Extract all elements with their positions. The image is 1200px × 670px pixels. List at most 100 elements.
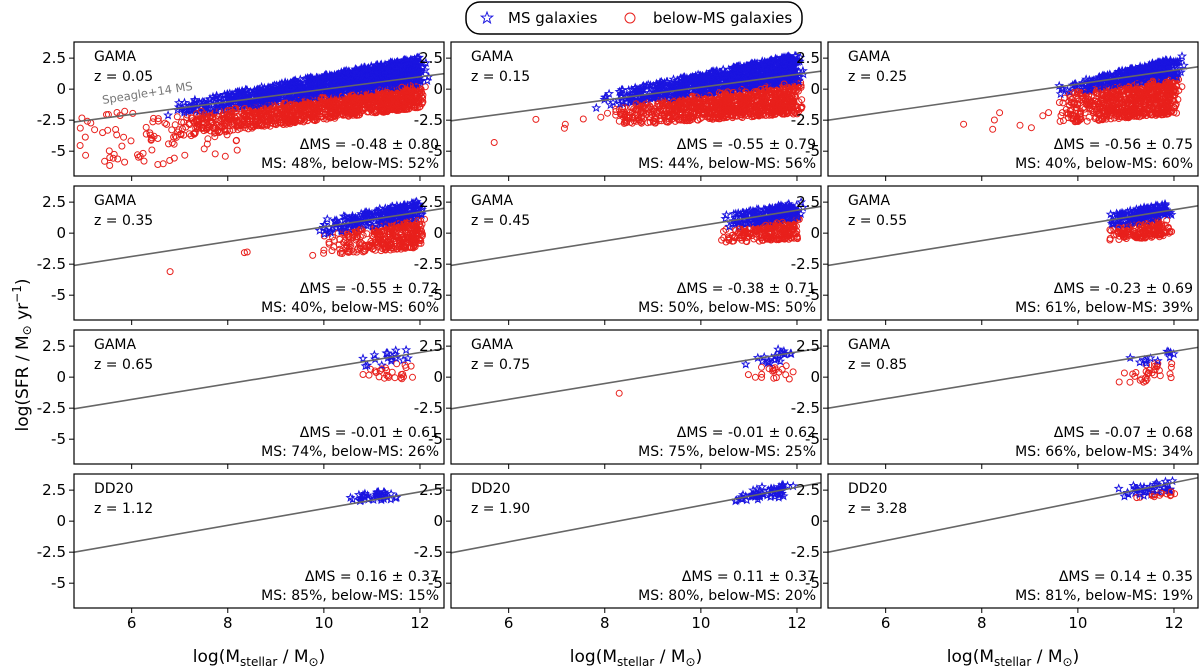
legend: MS galaxies below-MS galaxies xyxy=(465,1,803,35)
ms-galaxy-point xyxy=(703,77,714,87)
below-ms-galaxy-point xyxy=(154,115,162,123)
below-ms-galaxy-point xyxy=(227,106,234,114)
below-ms-galaxy-point xyxy=(785,89,793,96)
ms-galaxy-point xyxy=(288,76,299,86)
ms-galaxy-point xyxy=(788,74,799,85)
ms-galaxy-point xyxy=(337,73,348,84)
delta-ms-label: ΔMS = -0.55 ± 0.79 xyxy=(677,137,816,153)
ms-galaxy-point xyxy=(405,66,416,77)
below-ms-galaxy-point xyxy=(168,139,176,147)
below-ms-galaxy-point xyxy=(199,124,207,132)
below-ms-galaxy-point xyxy=(114,155,122,163)
ms-galaxy-point xyxy=(790,55,801,66)
below-ms-galaxy-point xyxy=(302,102,310,110)
below-ms-galaxy-point xyxy=(651,119,659,127)
below-ms-galaxy-point xyxy=(696,104,704,112)
ms-galaxy-point xyxy=(227,91,238,102)
below-ms-galaxy-point xyxy=(216,123,224,131)
ms-galaxy-point xyxy=(766,77,777,88)
below-ms-galaxy-point xyxy=(203,140,211,148)
ms-galaxy-point xyxy=(386,62,397,73)
ms-galaxy-point xyxy=(763,66,774,76)
ms-galaxy-point xyxy=(252,95,264,106)
ms-galaxy-point xyxy=(303,73,314,84)
ms-galaxy-point xyxy=(254,84,265,94)
ms-galaxy-point xyxy=(358,81,369,92)
ms-galaxy-point xyxy=(414,52,425,62)
ms-galaxy-point xyxy=(638,92,649,102)
ms-galaxy-point xyxy=(635,94,646,104)
ms-galaxy-point xyxy=(750,67,761,77)
ms-galaxy-point xyxy=(284,82,295,92)
below-ms-galaxy-point xyxy=(204,135,212,143)
ms-galaxy-point xyxy=(295,74,306,84)
below-ms-galaxy-point xyxy=(560,124,568,132)
ms-galaxy-point xyxy=(599,94,610,104)
below-ms-galaxy-point xyxy=(248,121,256,129)
ms-galaxy-point xyxy=(734,83,745,94)
ms-galaxy-point xyxy=(743,72,754,82)
below-ms-galaxy-point xyxy=(632,100,640,108)
ms-galaxy-point xyxy=(411,78,422,88)
below-ms-galaxy-point xyxy=(753,87,760,95)
below-ms-galaxy-point xyxy=(383,93,391,101)
below-ms-galaxy-point xyxy=(671,112,679,120)
below-ms-galaxy-point xyxy=(639,115,647,123)
ms-galaxy-point xyxy=(1177,51,1188,61)
ms-galaxy-point xyxy=(244,99,255,109)
ms-galaxy-point xyxy=(367,84,378,94)
below-ms-galaxy-point xyxy=(91,126,99,134)
below-ms-galaxy-point xyxy=(252,120,259,128)
below-ms-galaxy-point xyxy=(767,88,775,96)
below-ms-galaxy-point xyxy=(168,126,176,134)
below-ms-galaxy-point xyxy=(225,113,233,121)
below-ms-galaxy-point xyxy=(762,98,769,106)
below-ms-galaxy-point xyxy=(490,139,498,146)
below-ms-galaxy-point xyxy=(736,92,744,100)
below-ms-galaxy-point xyxy=(189,114,196,122)
ms-galaxy-point xyxy=(700,87,711,97)
ms-galaxy-point xyxy=(266,93,277,104)
ms-galaxy-point xyxy=(730,80,741,90)
ms-galaxy-point xyxy=(329,87,340,97)
y-tick-label: -5 xyxy=(51,142,66,160)
ms-galaxy-point xyxy=(787,64,798,74)
below-ms-galaxy-point xyxy=(776,109,784,116)
below-ms-galaxy-point xyxy=(338,96,346,104)
fraction-label: MS: 44%, below-MS: 56% xyxy=(638,156,816,172)
below-ms-galaxy-point xyxy=(693,93,701,101)
legend-star-icon xyxy=(479,10,495,25)
below-ms-galaxy-point xyxy=(285,119,293,127)
y-tick-label: -5 xyxy=(428,142,443,160)
y-tick-label: 2.5 xyxy=(42,49,66,67)
below-ms-galaxy-point xyxy=(311,111,318,119)
ms-galaxy-point xyxy=(765,55,776,65)
below-ms-galaxy-point xyxy=(372,108,380,116)
below-ms-galaxy-point xyxy=(159,160,167,168)
below-ms-galaxy-point xyxy=(135,153,142,161)
below-ms-galaxy-point xyxy=(197,107,205,115)
below-ms-galaxy-point xyxy=(390,100,398,108)
below-ms-galaxy-point xyxy=(384,101,392,108)
below-ms-galaxy-point xyxy=(165,140,172,148)
ms-galaxy-point xyxy=(309,88,320,99)
below-ms-galaxy-point xyxy=(172,133,180,141)
ms-galaxy-point xyxy=(707,67,718,77)
below-ms-galaxy-point xyxy=(402,86,410,94)
ms-galaxy-point xyxy=(356,85,367,96)
legend-circle-icon xyxy=(624,12,636,24)
y-tick-label: -2.5 xyxy=(37,111,66,129)
below-ms-galaxy-point xyxy=(270,103,278,111)
below-ms-galaxy-point xyxy=(612,111,620,119)
below-ms-galaxy-point xyxy=(686,117,694,125)
below-ms-galaxy-point xyxy=(383,99,391,107)
below-ms-galaxy-point xyxy=(617,111,625,119)
ms-galaxy-point xyxy=(759,57,770,67)
below-ms-galaxy-point xyxy=(720,114,728,122)
ms-galaxy-point xyxy=(719,70,730,80)
ms-galaxy-point xyxy=(294,92,305,102)
ms-galaxy-point xyxy=(637,81,648,92)
below-ms-galaxy-point xyxy=(788,103,796,110)
ms-galaxy-point xyxy=(383,63,394,73)
